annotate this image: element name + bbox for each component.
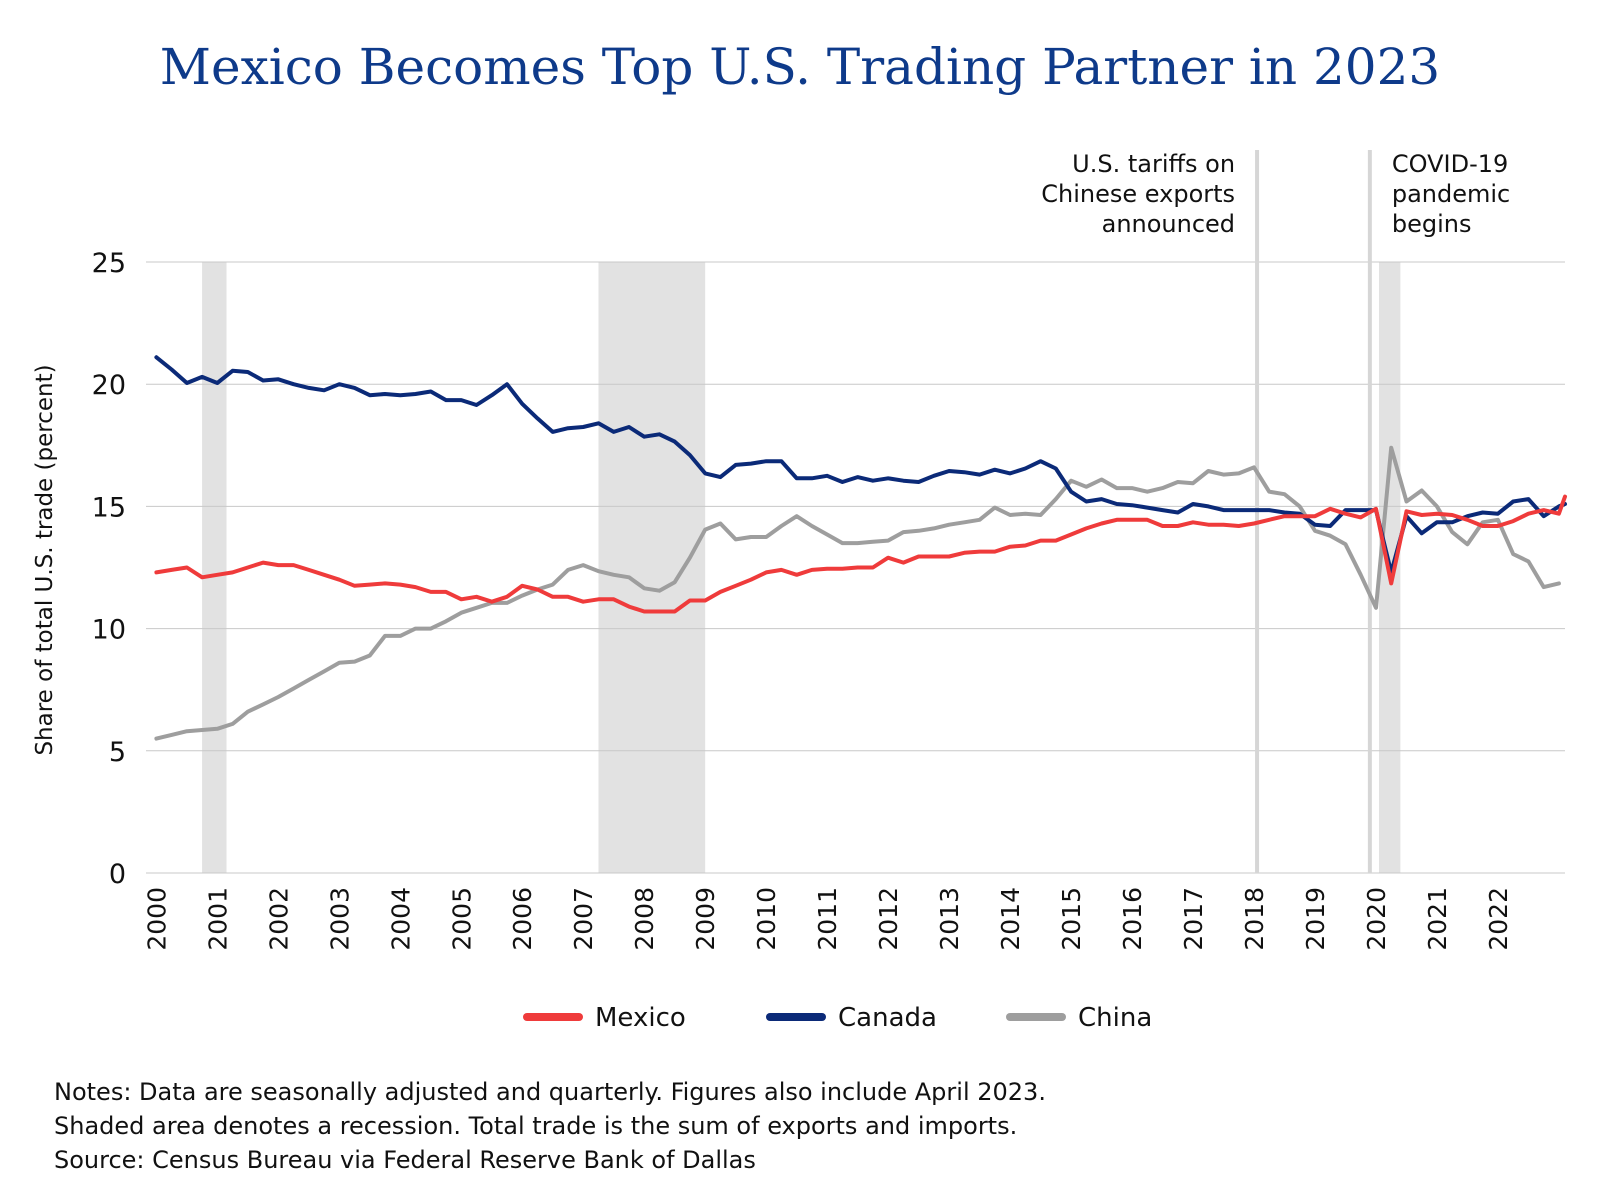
y-axis-label: Share of total U.S. trade (percent) [32,364,58,755]
y-tick-label-5: 5 [109,737,126,768]
series-lines [154,355,1567,741]
legend-label-canada: Canada [838,1003,937,1033]
notes: Notes: Data are seasonally adjusted and … [54,1078,1046,1174]
x-tick-label-2012: 2012 [874,887,903,951]
note-line-2: Shaded area denotes a recession. Total t… [54,1112,1017,1140]
x-tick-label-2017: 2017 [1179,887,1208,951]
x-tick-label-2010: 2010 [752,887,781,951]
x-tick-label-2022: 2022 [1484,887,1513,951]
x-tick-label-2004: 2004 [386,887,415,951]
x-tick-label-2000: 2000 [142,887,171,951]
x-tick-label-2008: 2008 [630,887,659,951]
recession-band-0 [202,262,227,873]
y-tick-label-15: 15 [92,492,126,523]
y-tick-label-0: 0 [109,859,126,890]
event-annotation-0-line-0: U.S. tariffs on [1072,150,1235,178]
series-line-canada [154,355,1567,575]
x-tick-label-2016: 2016 [1118,887,1147,951]
event-annotation-1-line-0: COVID-19 [1392,150,1508,178]
legend-label-china: China [1078,1003,1152,1033]
event-annotation-0-line-2: announced [1102,210,1235,238]
event-annotation-1-line-1: pandemic [1392,180,1510,208]
x-tick-label-2002: 2002 [264,887,293,951]
note-line-1: Notes: Data are seasonally adjusted and … [54,1078,1046,1106]
x-tick-label-2014: 2014 [996,887,1025,951]
y-tick-labels: 0 5 10 15 20 25 [92,248,126,890]
y-tick-label-10: 10 [92,615,126,646]
chart-title: Mexico Becomes Top U.S. Trading Partner … [160,38,1440,96]
legend: Mexico Canada China [523,1003,1152,1033]
x-tick-label-2013: 2013 [935,887,964,951]
x-tick-label-2018: 2018 [1240,887,1269,951]
event-annotation-0-line-1: Chinese exports [1041,180,1235,208]
x-tick-labels: 2000 2001 2002 2003 2004 2005 2006 2007 2008 2009… [142,887,1513,951]
x-tick-label-2001: 2001 [203,887,232,951]
x-tick-label-2003: 2003 [325,887,354,951]
gridlines [146,261,1565,874]
x-tick-label-2011: 2011 [813,887,842,951]
event-annotation-1-line-2: begins [1392,210,1472,238]
recession-bands [202,262,1401,873]
x-tick-label-2009: 2009 [691,887,720,951]
x-tick-label-2020: 2020 [1362,887,1391,951]
recession-band-1 [598,262,706,873]
x-tick-label-2007: 2007 [569,887,598,951]
x-tick-label-2015: 2015 [1057,887,1086,951]
y-tick-label-25: 25 [92,248,126,279]
x-tick-label-2005: 2005 [447,887,476,951]
x-tick-label-2021: 2021 [1423,887,1452,951]
series-line-china [154,445,1561,741]
y-tick-label-20: 20 [92,370,126,401]
legend-label-mexico: Mexico [595,1003,686,1033]
x-tick-label-2019: 2019 [1301,887,1330,951]
x-tick-label-2006: 2006 [508,887,537,951]
source-line: Source: Census Bureau via Federal Reserv… [54,1146,756,1174]
series-line-mexico [154,494,1567,614]
